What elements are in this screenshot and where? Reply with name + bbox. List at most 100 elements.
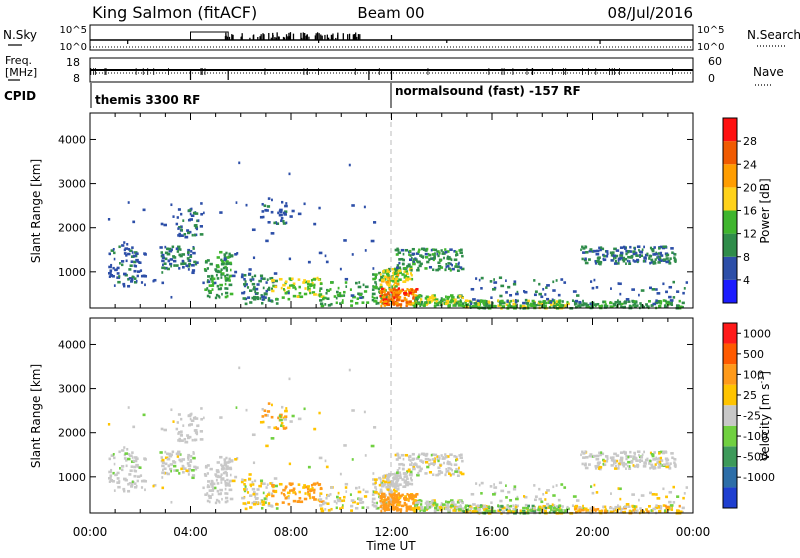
velocity-cell bbox=[435, 503, 439, 506]
velocity-cell bbox=[218, 500, 221, 504]
power-cell bbox=[388, 278, 391, 282]
power-cell bbox=[261, 295, 265, 299]
velocity-cell bbox=[259, 479, 264, 483]
velocity-cell bbox=[296, 500, 300, 504]
velocity-cell bbox=[224, 482, 228, 485]
velocity-cell bbox=[456, 470, 461, 474]
velocity-cell bbox=[307, 490, 310, 494]
velocity-cell bbox=[430, 453, 433, 457]
power-cell bbox=[404, 290, 407, 293]
power-cell bbox=[398, 303, 403, 306]
velocity-cell bbox=[186, 440, 188, 444]
power-cell bbox=[621, 258, 625, 261]
power-cell bbox=[408, 291, 412, 295]
power-cell bbox=[386, 270, 390, 274]
power-cell bbox=[613, 262, 618, 265]
power-cell bbox=[271, 198, 273, 202]
power-cell bbox=[381, 277, 384, 280]
velocity-cell bbox=[227, 483, 230, 487]
colorbar-swatch bbox=[723, 384, 737, 406]
velocity-cell bbox=[521, 509, 526, 513]
velocity-cell bbox=[378, 483, 382, 487]
velocity-cell bbox=[298, 496, 302, 500]
power-cell bbox=[387, 284, 392, 287]
velocity-cell bbox=[162, 468, 164, 472]
colorbar-swatch bbox=[723, 343, 737, 365]
power-cell bbox=[253, 295, 257, 299]
velocity-cell bbox=[485, 505, 488, 508]
velocity-cell bbox=[404, 453, 409, 457]
power-cell bbox=[308, 289, 311, 293]
velocity-cell bbox=[221, 497, 223, 501]
velocity-cell bbox=[267, 402, 271, 405]
velocity-cell bbox=[515, 505, 518, 509]
velocity-cell bbox=[144, 479, 148, 483]
velocity-cell bbox=[422, 461, 424, 464]
power-cell bbox=[128, 277, 132, 280]
power-cell bbox=[650, 304, 653, 307]
power-cell bbox=[398, 266, 402, 270]
velocity-cell bbox=[658, 509, 662, 513]
velocity-cell bbox=[244, 485, 247, 488]
velocity-cell bbox=[603, 505, 607, 509]
power-cell bbox=[227, 277, 229, 280]
velocity-cell bbox=[178, 437, 181, 441]
velocity-cell bbox=[458, 499, 462, 503]
power-cell bbox=[370, 239, 375, 243]
power-cell bbox=[264, 296, 267, 299]
velocity-cell bbox=[374, 486, 377, 489]
power-cell bbox=[405, 276, 410, 279]
velocity-cell bbox=[396, 474, 400, 478]
power-cell bbox=[127, 248, 131, 251]
velocity-cell bbox=[617, 504, 619, 507]
velocity-cell bbox=[556, 507, 558, 511]
power-cell bbox=[574, 306, 578, 309]
power-cell bbox=[419, 254, 423, 257]
velocity-cell bbox=[549, 508, 553, 511]
velocity-cell bbox=[373, 504, 377, 508]
freq-panel: Freq. [MHz] 18 8 Nave 60 0 bbox=[5, 54, 784, 86]
velocity-cell bbox=[288, 489, 291, 493]
power-cell bbox=[640, 304, 643, 307]
power-cell bbox=[408, 253, 410, 256]
velocity-cell bbox=[211, 485, 214, 488]
power-cell bbox=[436, 303, 440, 307]
velocity-cell bbox=[428, 458, 432, 462]
power-cell bbox=[612, 254, 617, 258]
velocity-cell bbox=[558, 510, 562, 513]
velocity-cell bbox=[605, 455, 609, 458]
power-cell bbox=[628, 262, 632, 266]
power-cell bbox=[186, 257, 190, 260]
power-cell bbox=[438, 251, 441, 255]
velocity-cell bbox=[248, 477, 252, 481]
velocity-cell bbox=[390, 496, 395, 500]
velocity-cell bbox=[419, 459, 423, 462]
power-cell bbox=[392, 291, 395, 295]
velocity-cell bbox=[436, 457, 439, 461]
power-cell bbox=[415, 294, 418, 298]
power-cell bbox=[384, 295, 388, 298]
velocity-cell bbox=[388, 504, 391, 507]
power-cell bbox=[493, 281, 498, 284]
velocity-cell bbox=[208, 489, 212, 492]
velocity-cell bbox=[386, 506, 390, 510]
velocity-cell bbox=[659, 507, 663, 510]
velocity-cell bbox=[412, 508, 415, 512]
power-cell bbox=[223, 257, 227, 260]
power-cell bbox=[449, 269, 452, 272]
velocity-cell bbox=[610, 464, 614, 467]
velocity-cell bbox=[470, 492, 475, 496]
power-cell bbox=[282, 288, 285, 291]
velocity-cell bbox=[321, 502, 325, 506]
power-cell bbox=[635, 304, 639, 307]
velocity-cell bbox=[378, 476, 382, 480]
power-cell bbox=[629, 250, 632, 253]
velocity-cell bbox=[309, 489, 312, 493]
velocity-cell bbox=[414, 495, 418, 498]
power-cell bbox=[432, 257, 436, 260]
power-cell bbox=[238, 161, 241, 165]
power-cell bbox=[638, 293, 640, 297]
power-cell bbox=[452, 304, 456, 307]
velocity-cell bbox=[182, 467, 187, 470]
velocity-cell bbox=[623, 505, 628, 508]
